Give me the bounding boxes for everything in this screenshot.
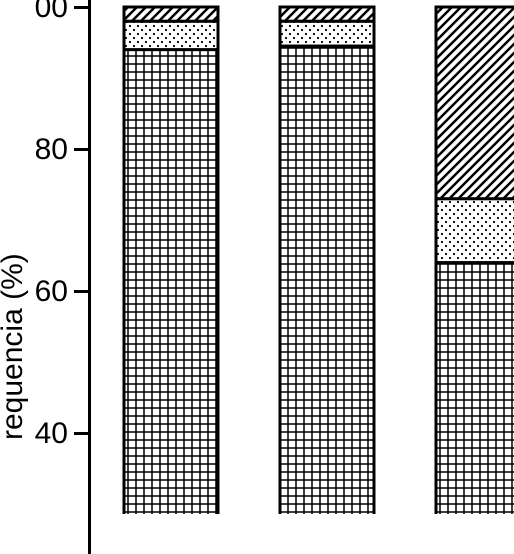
bar-segment	[124, 50, 218, 514]
bar-segment	[124, 7, 218, 21]
bar-segment	[436, 7, 514, 199]
bar-segment	[436, 263, 514, 514]
bar-segment	[124, 21, 218, 49]
bars	[0, 0, 514, 514]
stacked-bar-chart: requencia (%) 00806040	[0, 0, 514, 514]
bar-segment	[280, 46, 374, 514]
bar-segment	[280, 7, 374, 21]
bar-segment	[280, 21, 374, 46]
bar-segment	[436, 199, 514, 263]
